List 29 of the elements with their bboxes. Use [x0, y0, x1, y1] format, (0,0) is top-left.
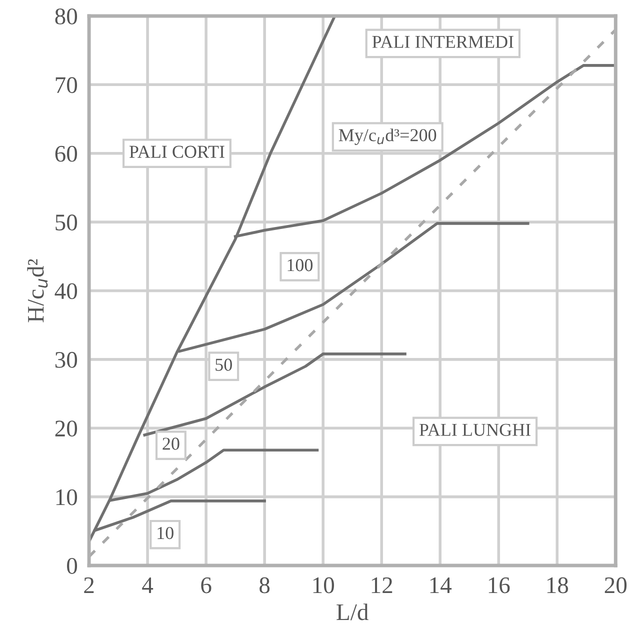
y-tick-label: 20 — [55, 420, 78, 437]
annotation: 50 — [216, 358, 232, 371]
y-tick-label: 70 — [56, 77, 78, 94]
y-tick-label: 50 — [56, 214, 78, 230]
y-tick-label: 10 — [56, 489, 78, 506]
y-tick-label: 30 — [55, 352, 78, 368]
x-tick-label: 8 — [260, 577, 270, 594]
y-tick-label: 40 — [54, 283, 78, 300]
annotation: 20 — [162, 438, 180, 450]
x-tick-label: 4 — [142, 577, 154, 594]
annotation: PALI CORTI — [129, 146, 224, 158]
x-tick-label: 10 — [313, 577, 334, 594]
y-tick-label: 60 — [55, 146, 78, 162]
annotation: 10 — [158, 526, 174, 540]
x-tick-label: 2 — [84, 577, 94, 594]
x-tick-label: 18 — [547, 577, 568, 594]
y-tick-label: 0 — [67, 558, 78, 574]
x-tick-label: 12 — [372, 577, 392, 594]
x-tick-label: 6 — [201, 577, 212, 594]
x-axis-title: L/d — [336, 604, 368, 620]
annotation: PALI INTERMEDI — [372, 36, 514, 48]
x-tick-label: 16 — [488, 577, 510, 594]
annotation: PALI LUNGHI — [419, 424, 531, 436]
y-axis-title: H/c$_{u}$d² — [27, 259, 48, 322]
x-tick-label: 14 — [430, 577, 452, 594]
annotation: 100 — [288, 259, 313, 272]
y-tick-label: 80 — [55, 8, 78, 24]
annotation: My/c$_{u}$d³=200 — [338, 128, 436, 145]
x-tick-label: 20 — [604, 577, 627, 594]
